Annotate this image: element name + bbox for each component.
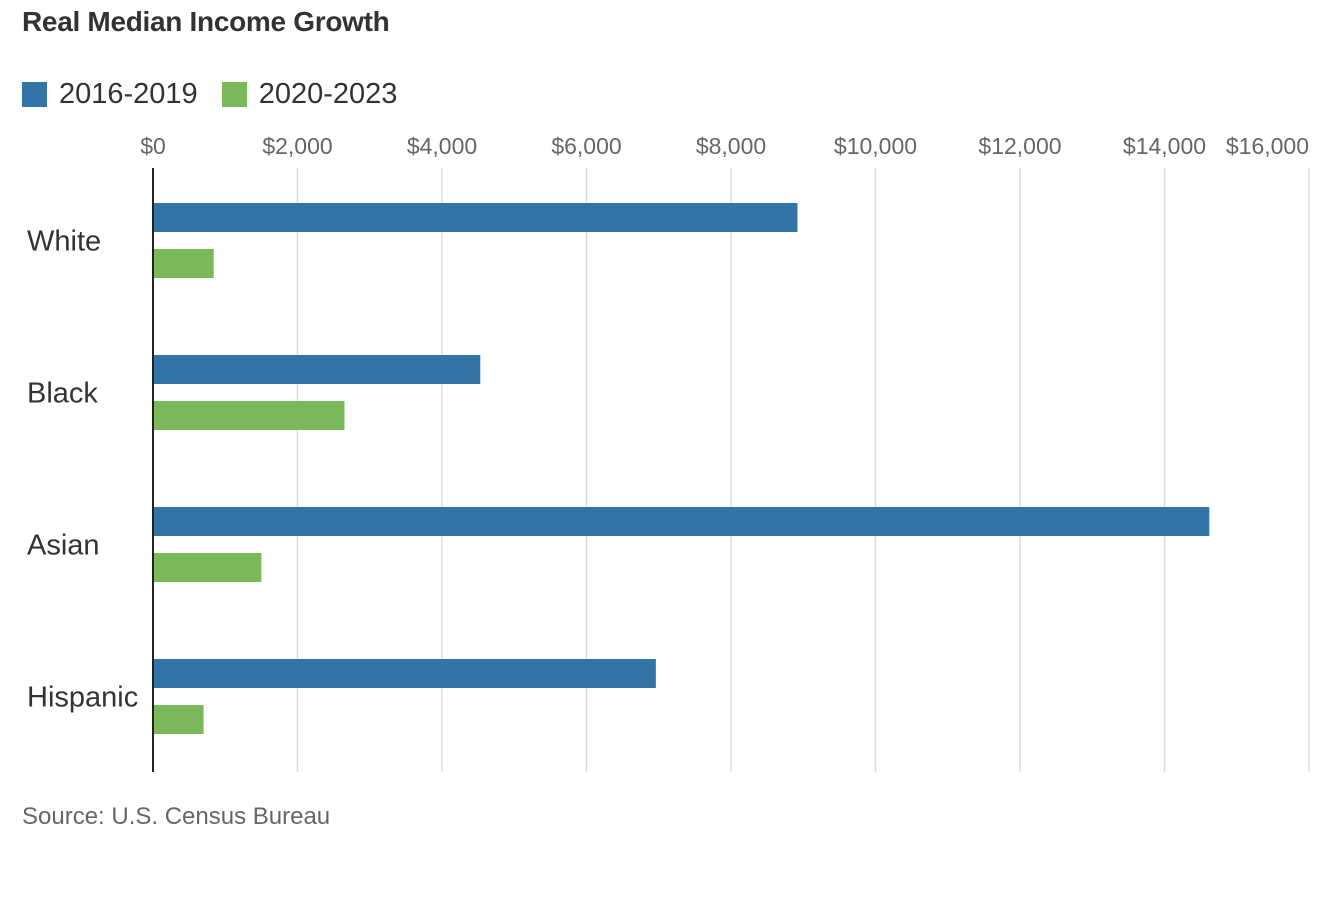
- chart-title: Real Median Income Growth: [22, 6, 390, 37]
- x-tick-label: $2,000: [262, 133, 332, 159]
- bar-white-series-1: [153, 203, 798, 232]
- category-label: Black: [27, 378, 98, 410]
- category-label: Asian: [27, 530, 100, 562]
- x-tick-label: $16,000: [1226, 133, 1309, 159]
- bar-black-series-1: [153, 355, 481, 384]
- legend-item-series-1: 2016-2019: [22, 78, 198, 111]
- legend-swatch-series-2: [221, 82, 247, 107]
- x-tick-label: $14,000: [1123, 133, 1206, 159]
- bar-hispanic-series-1: [153, 659, 656, 688]
- x-tick-label: $6,000: [551, 133, 621, 159]
- bar-black-series-2: [153, 401, 345, 430]
- legend-swatch-series-1: [22, 82, 47, 107]
- category-label: Hispanic: [27, 682, 138, 714]
- x-tick-label: $0: [140, 133, 166, 159]
- x-tick-label: $12,000: [978, 133, 1061, 159]
- bar-white-series-2: [153, 249, 214, 278]
- source-note: Source: U.S. Census Bureau: [22, 803, 331, 830]
- x-tick-label: $10,000: [834, 133, 917, 159]
- chart-legend: 2016-2019 2020-2023: [22, 78, 421, 111]
- legend-label-series-1: 2016-2019: [59, 78, 198, 110]
- bar-hispanic-series-2: [153, 705, 204, 734]
- category-label: White: [27, 226, 101, 258]
- bar-asian-series-2: [153, 553, 262, 582]
- x-tick-label: $8,000: [696, 133, 766, 159]
- legend-item-series-2: 2020-2023: [221, 78, 398, 111]
- bar-asian-series-1: [153, 507, 1210, 536]
- x-tick-label: $4,000: [407, 133, 477, 159]
- legend-label-series-2: 2020-2023: [258, 78, 398, 110]
